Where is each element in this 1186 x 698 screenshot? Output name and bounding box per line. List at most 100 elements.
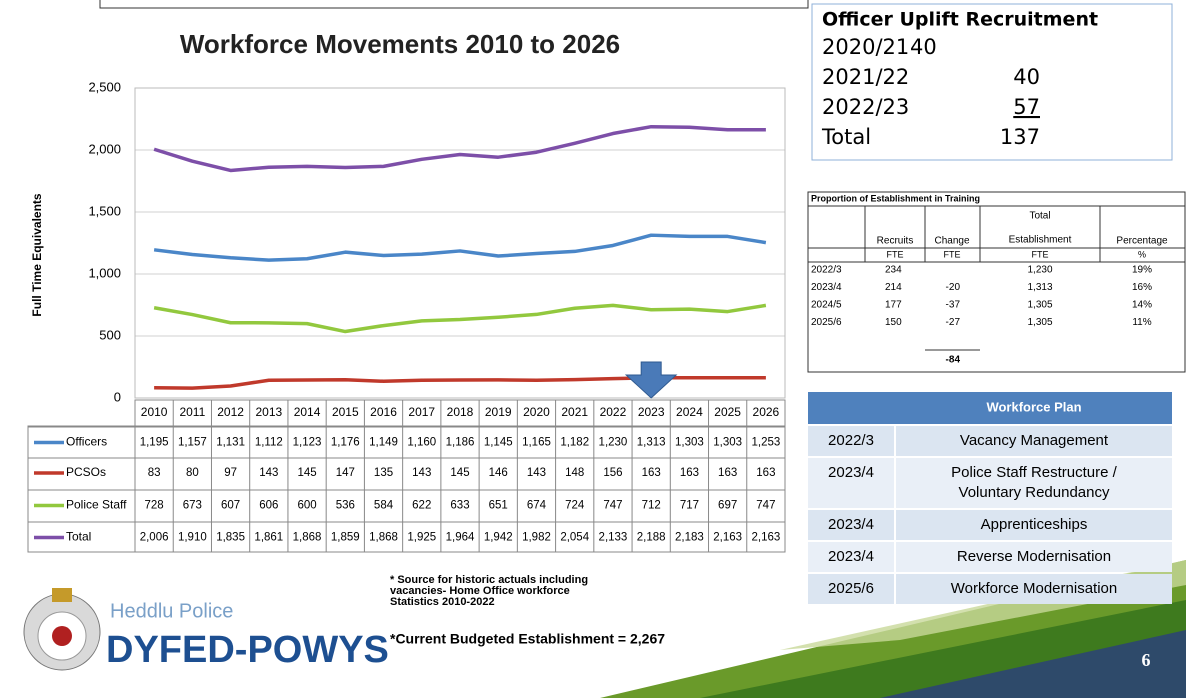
data-label: 712	[642, 500, 661, 512]
data-label: 1,303	[713, 437, 742, 449]
data-label: 600	[297, 500, 316, 512]
plan-item: Vacancy Management	[960, 432, 1109, 449]
data-label: 747	[603, 500, 622, 512]
plan-period: 2022/3	[828, 432, 874, 449]
y-tick-label: 1,000	[88, 265, 121, 280]
data-label: 163	[680, 467, 699, 479]
data-label: 156	[603, 467, 622, 479]
plan-header-text: Workforce Plan	[986, 399, 1081, 414]
x-tick-label: 2020	[523, 405, 550, 419]
plan-period: 2025/6	[828, 580, 874, 597]
uplift-value: 40	[1013, 65, 1040, 89]
data-label: 143	[527, 467, 546, 479]
data-label: 622	[412, 500, 431, 512]
x-tick-label: 2016	[370, 405, 397, 419]
data-label: 1,861	[254, 532, 283, 544]
data-label: 1,182	[560, 437, 589, 449]
data-label: 633	[450, 500, 469, 512]
x-tick-label: 2026	[753, 405, 780, 419]
table-cell: 2022/3	[811, 265, 842, 276]
table-cell: -37	[946, 300, 961, 311]
table-cell: -27	[946, 317, 961, 328]
data-label: 143	[412, 467, 431, 479]
table-unit: FTE	[887, 249, 904, 259]
data-label: 1,123	[293, 437, 322, 449]
logo-badge	[24, 588, 100, 670]
data-label: 724	[565, 500, 585, 512]
data-label: 1,165	[522, 437, 551, 449]
data-label: 1,253	[751, 437, 780, 449]
table-cell: -84	[946, 355, 961, 366]
data-label: 145	[297, 467, 316, 479]
series-line	[154, 305, 766, 331]
y-axis-label: Full Time Equivalents	[30, 193, 44, 316]
plot-frame	[135, 88, 785, 398]
data-label: 146	[489, 467, 508, 479]
x-tick-label: 2011	[179, 405, 205, 419]
plan-item: Apprenticeships	[981, 516, 1088, 533]
data-label: 163	[756, 467, 775, 479]
data-label: 1,149	[369, 437, 398, 449]
data-label: 1,112	[255, 437, 283, 449]
arrow	[626, 362, 676, 398]
uplift-value: 57	[1013, 95, 1040, 119]
x-tick-label: 2022	[600, 405, 627, 419]
x-tick-label: 2018	[447, 405, 474, 419]
data-label: 1,186	[446, 437, 475, 449]
uplift-title: Officer Uplift Recruitment	[822, 9, 1098, 31]
x-tick-label: 2015	[332, 405, 359, 419]
uplift-value: 40	[910, 35, 937, 59]
data-label: 2,163	[713, 532, 742, 544]
data-label: 2,133	[599, 532, 628, 544]
plan-item: Police Staff Restructure /	[951, 464, 1117, 481]
table-header: Establishment	[1009, 235, 1072, 246]
plan-period: 2023/4	[828, 548, 874, 565]
series-line	[154, 235, 766, 260]
data-label: 1,868	[369, 532, 398, 544]
table-cell: -20	[946, 282, 961, 293]
legend-label: Police Staff	[66, 498, 127, 512]
table-header: Change	[934, 236, 969, 247]
data-label: 607	[221, 500, 240, 512]
series-line	[154, 378, 766, 388]
x-tick-label: 2013	[255, 405, 282, 419]
legend-label: Officers	[66, 435, 107, 449]
data-label: 163	[718, 467, 737, 479]
y-tick-label: 0	[114, 389, 121, 404]
data-label: 606	[259, 500, 278, 512]
data-label: 2,054	[560, 532, 589, 544]
data-label: 1,835	[216, 532, 245, 544]
source-note: Statistics 2010-2022	[390, 596, 495, 608]
table-cell: 1,313	[1027, 282, 1052, 293]
y-tick-label: 500	[99, 327, 121, 342]
plan-item: Reverse Modernisation	[957, 548, 1111, 565]
x-tick-label: 2023	[638, 405, 665, 419]
data-label: 1,131	[216, 437, 245, 449]
x-tick-label: 2019	[485, 405, 512, 419]
data-label: 747	[756, 500, 775, 512]
table-cell: 150	[885, 317, 902, 328]
table-cell: 1,305	[1027, 300, 1052, 311]
data-label: 536	[336, 500, 355, 512]
plan-period: 2023/4	[828, 464, 874, 481]
legend-label: Total	[66, 530, 91, 544]
table-cell: 2025/6	[811, 317, 842, 328]
table-header: Percentage	[1116, 236, 1168, 247]
data-label: 80	[186, 467, 199, 479]
table-cell: 2023/4	[811, 282, 842, 293]
table-unit: FTE	[944, 249, 961, 259]
data-label: 2,163	[751, 532, 780, 544]
data-label: 674	[527, 500, 547, 512]
table-cell: 177	[885, 300, 902, 311]
data-label: 1,303	[675, 437, 704, 449]
x-tick-label: 2021	[561, 405, 588, 419]
data-label: 1,982	[522, 532, 551, 544]
table-unit: %	[1138, 249, 1146, 259]
plan-item: Workforce Modernisation	[951, 580, 1117, 597]
y-tick-label: 2,000	[88, 141, 121, 156]
table-cell: 1,305	[1027, 317, 1052, 328]
data-label: 2,183	[675, 532, 704, 544]
logo-text: DYFED-POWYS	[106, 629, 389, 671]
table-cell: 214	[885, 282, 902, 293]
data-label: 651	[489, 500, 508, 512]
